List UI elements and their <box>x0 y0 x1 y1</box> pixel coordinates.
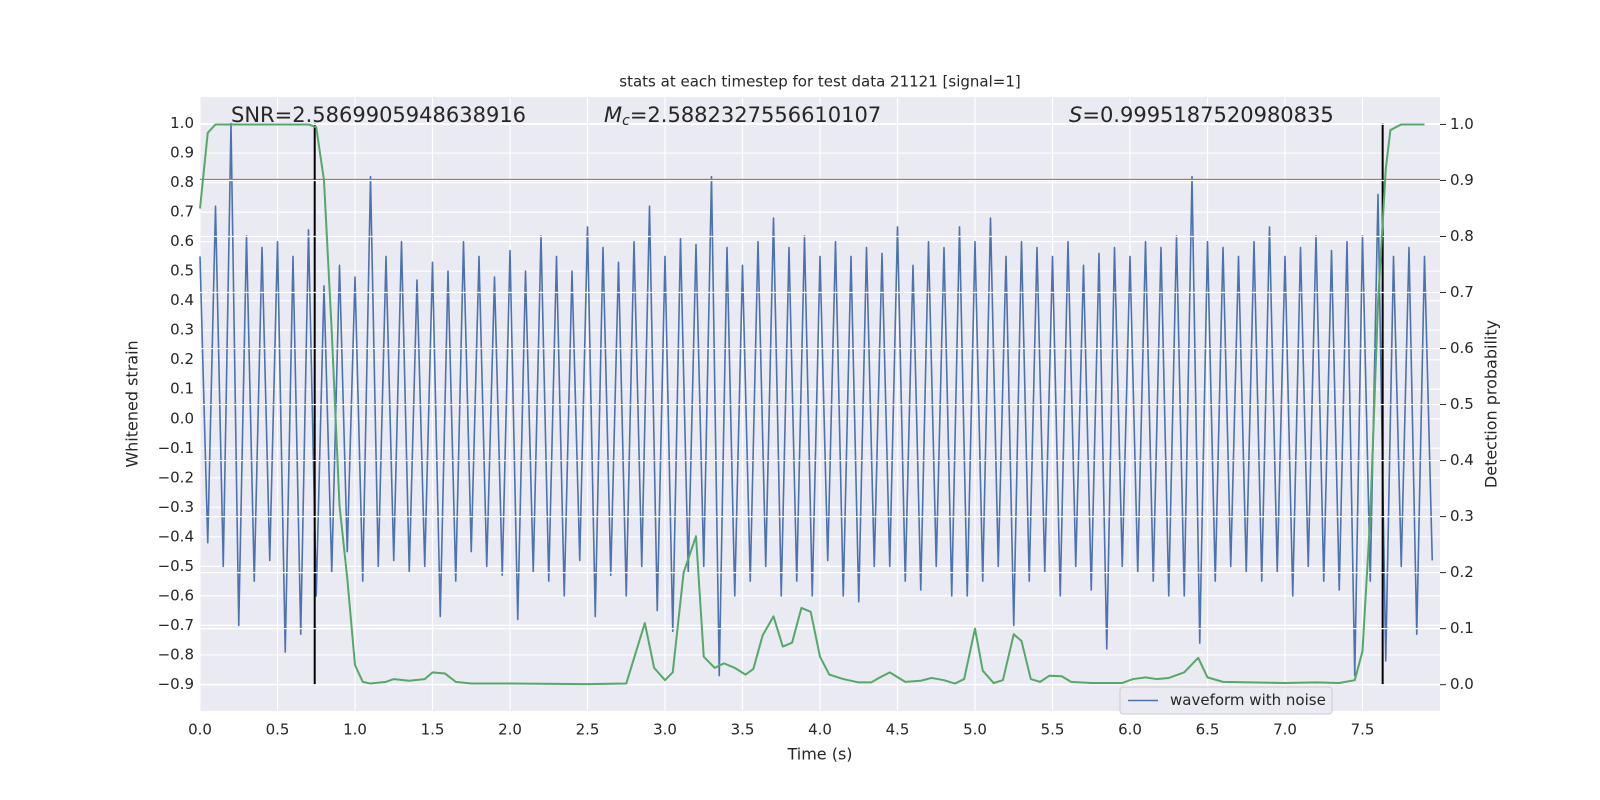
y2-tick-label: 0.6 <box>1450 339 1474 357</box>
y-tick-label: 1.0 <box>170 114 194 132</box>
y2-tick-label: 0.5 <box>1450 395 1474 413</box>
y-tick-label: −0.9 <box>158 675 194 693</box>
x-tick-label: 4.0 <box>808 721 832 739</box>
y-tick-label: −0.8 <box>158 645 194 663</box>
x-tick-label: 1.5 <box>421 721 445 739</box>
annotation-subscript: c <box>622 113 630 129</box>
x-tick-label: 6.0 <box>1118 721 1142 739</box>
y-tick-label: −0.7 <box>158 616 194 634</box>
y-tick-label: −0.1 <box>158 439 194 457</box>
x-tick-label: 0.0 <box>188 721 212 739</box>
data-line <box>199 122 1434 677</box>
x-tick-label: 0.5 <box>266 721 290 739</box>
x-tick-label: 2.0 <box>498 721 522 739</box>
y-tick-label: −0.3 <box>158 498 194 516</box>
y-tick-label: −0.4 <box>158 527 194 545</box>
y-tick-label: 0.7 <box>170 203 194 221</box>
y2-tick-label: 0.7 <box>1450 283 1474 301</box>
y-tick-label: −0.2 <box>158 468 194 486</box>
annotation-text: SNR=2.5869905948638916 <box>231 103 526 127</box>
x-tick-label: 1.0 <box>343 721 367 739</box>
x-tick-label: 5.0 <box>963 721 987 739</box>
annotation-text: =2.5882327556610107 <box>630 103 881 127</box>
y-tick-label: 0.4 <box>170 291 194 309</box>
annotation: S=0.9995187520980835 <box>1069 103 1334 127</box>
x-tick-label: 3.5 <box>731 721 755 739</box>
y-tick-label: −0.5 <box>158 557 194 575</box>
legend-box <box>1119 686 1333 715</box>
x-tick-label: 2.5 <box>576 721 600 739</box>
y-tick-label: 0.2 <box>170 350 194 368</box>
x-axis-label: Time (s) <box>786 745 852 764</box>
y-tick-label: 0.0 <box>170 409 194 427</box>
chart-title: stats at each timestep for test data 211… <box>619 73 1020 91</box>
annotation-symbol: M <box>604 103 622 127</box>
y-tick-label: 0.9 <box>170 144 194 162</box>
y2-tick-label: 0.1 <box>1450 619 1474 637</box>
y2-tick-label: 0.9 <box>1450 171 1474 189</box>
annotation-symbol: S <box>1069 103 1082 127</box>
x-tick-label: 4.5 <box>886 721 910 739</box>
x-tick-label: 7.5 <box>1351 721 1375 739</box>
x-tick-label: 6.5 <box>1196 721 1220 739</box>
x-tick-label: 7.0 <box>1273 721 1297 739</box>
y-tick-label: −0.6 <box>158 586 194 604</box>
legend-label: waveform with noise <box>1170 691 1326 709</box>
y2-tick-label: 0.2 <box>1450 563 1474 581</box>
y-tick-label: 0.8 <box>170 173 194 191</box>
data-line <box>199 123 1425 686</box>
y-tick-label: 0.6 <box>170 232 194 250</box>
y2-tick-label: 0.4 <box>1450 451 1474 469</box>
annotation-text: =0.9995187520980835 <box>1082 103 1333 127</box>
y2-axis-label: Detection probability <box>1482 320 1501 488</box>
annotation: Mc=2.5882327556610107 <box>604 103 881 129</box>
annotation: SNR=2.5869905948638916 <box>231 103 526 127</box>
y2-tick-label: 0.8 <box>1450 227 1474 245</box>
x-tick-label: 3.0 <box>653 721 677 739</box>
y2-tick-label: 0.3 <box>1450 507 1474 525</box>
y-tick-label: 0.1 <box>170 380 194 398</box>
y-tick-label: 0.5 <box>170 262 194 280</box>
y2-tick-label: 0.0 <box>1450 675 1474 693</box>
y2-tick-label: 1.0 <box>1450 115 1474 133</box>
x-tick-label: 5.5 <box>1041 721 1065 739</box>
y-tick-label: 0.3 <box>170 321 194 339</box>
y-axis-label: Whitened strain <box>123 340 142 467</box>
